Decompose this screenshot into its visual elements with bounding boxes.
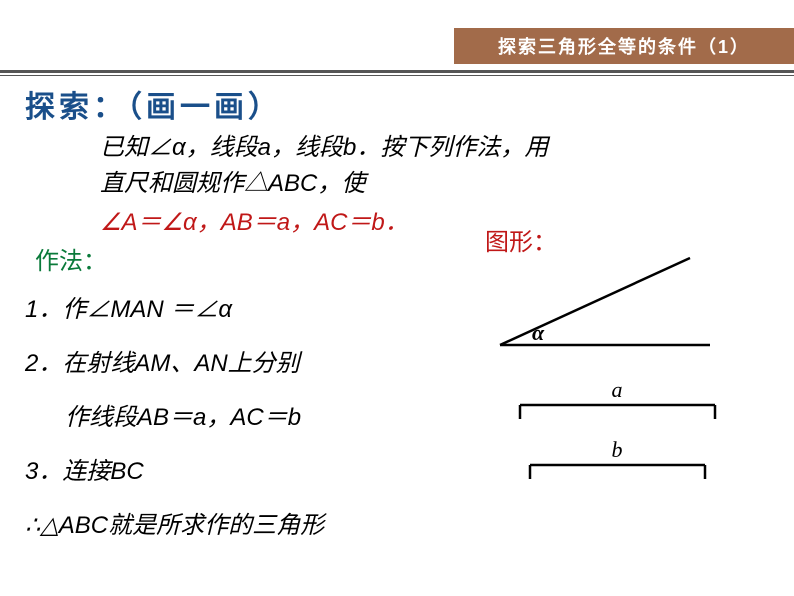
figure-area: α a b xyxy=(480,250,760,530)
section-title: 探索：（画一画） xyxy=(25,82,775,126)
svg-text:a: a xyxy=(612,377,623,402)
conditions-text: ∠A＝∠α，AB＝a，AC＝b． xyxy=(100,202,775,237)
intro-line1: 已知∠α，线段a，线段b．按下列作法，用 xyxy=(100,134,548,161)
figure-svg: α a b xyxy=(480,250,760,510)
header-title: 探索三角形全等的条件（1） xyxy=(498,33,750,59)
intro-line2: 直尺和圆规作△ABC，使 xyxy=(100,170,365,197)
svg-text:b: b xyxy=(612,437,623,462)
divider-double xyxy=(0,70,794,76)
svg-text:α: α xyxy=(532,320,545,345)
header-band: 探索三角形全等的条件（1） xyxy=(454,28,794,64)
intro-text: 已知∠α，线段a，线段b．按下列作法，用 直尺和圆规作△ABC，使 xyxy=(100,130,775,202)
